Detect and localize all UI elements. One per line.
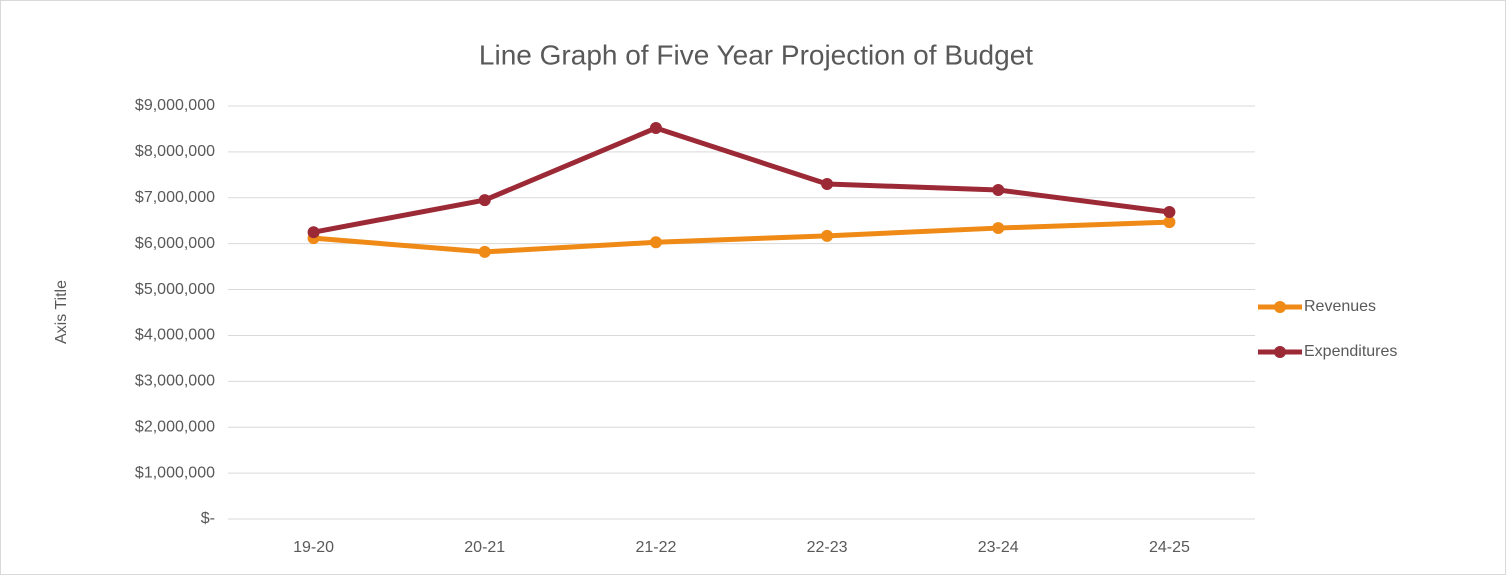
y-tick-label: $4,000,000 <box>135 327 215 344</box>
data-point <box>307 226 320 239</box>
data-point <box>1163 216 1176 229</box>
legend-marker <box>1274 346 1286 358</box>
x-tick-label: 19-20 <box>293 539 334 556</box>
data-point <box>992 222 1005 235</box>
data-point <box>478 245 491 258</box>
series-line <box>313 125 1170 235</box>
data-point <box>649 122 662 135</box>
y-tick-label: $1,000,000 <box>135 464 215 481</box>
y-tick-label: $5,000,000 <box>135 281 215 298</box>
data-point <box>821 178 834 191</box>
y-tick-label: $2,000,000 <box>135 418 215 435</box>
y-tick-label: $6,000,000 <box>135 235 215 252</box>
data-point <box>478 194 491 207</box>
series-line <box>313 219 1170 255</box>
y-tick-label: $8,000,000 <box>135 143 215 160</box>
data-point <box>1163 206 1176 219</box>
x-tick-label: 22-23 <box>807 539 848 556</box>
legend-label: Revenues <box>1304 298 1376 315</box>
x-tick-label: 20-21 <box>464 539 505 556</box>
y-tick-label: $3,000,000 <box>135 373 215 390</box>
chart-title: Line Graph of Five Year Projection of Bu… <box>479 39 1033 70</box>
y-axis-title: Axis Title <box>53 280 70 344</box>
legend-label: Expenditures <box>1304 343 1397 360</box>
y-tick-label: $- <box>201 510 215 527</box>
data-point <box>649 236 662 249</box>
data-point <box>992 183 1005 196</box>
legend-marker <box>1274 301 1286 313</box>
x-tick-label: 24-25 <box>1149 539 1190 556</box>
y-tick-label: $7,000,000 <box>135 189 215 206</box>
y-tick-label: $9,000,000 <box>135 97 215 114</box>
x-tick-label: 23-24 <box>978 539 1019 556</box>
x-tick-label: 21-22 <box>635 539 676 556</box>
data-point <box>821 229 834 242</box>
